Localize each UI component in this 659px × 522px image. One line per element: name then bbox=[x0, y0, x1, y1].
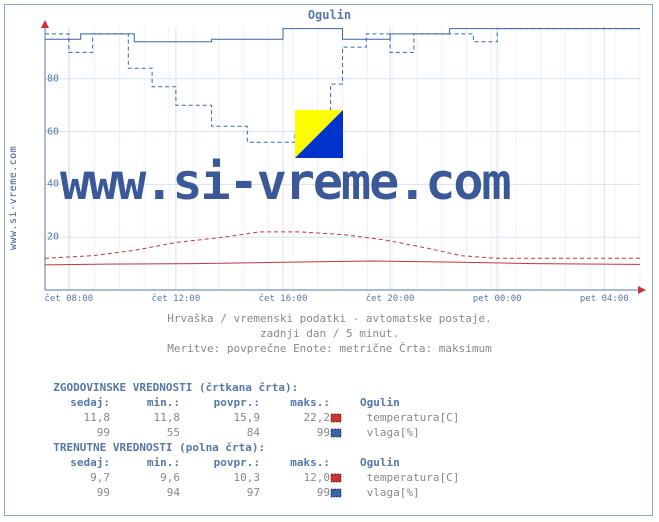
table-cell: temperatura[C] bbox=[360, 470, 490, 485]
table-cell: 97 bbox=[180, 485, 260, 500]
x-tick-label: čet 08:00 bbox=[44, 294, 93, 304]
y-tick-label: 80 bbox=[29, 73, 59, 84]
caption-line-1: Hrvaška / vremenski podatki - avtomatske… bbox=[0, 312, 659, 325]
stats-tables: ZGODOVINSKE VREDNOSTI (črtkana črta):sed… bbox=[40, 380, 490, 500]
table-cell bbox=[330, 455, 360, 470]
table-cell: 99 bbox=[260, 425, 330, 440]
chart-svg bbox=[45, 26, 640, 290]
table-cell: povpr.: bbox=[180, 455, 260, 470]
table-cell: sedaj: bbox=[40, 395, 110, 410]
table-cell: vlaga[%] bbox=[360, 485, 490, 500]
y-tick-label: 40 bbox=[29, 179, 59, 190]
table-cell: 99 bbox=[260, 485, 330, 500]
y-tick-label: 60 bbox=[29, 126, 59, 137]
table-cell: 9,7 bbox=[40, 470, 110, 485]
table-cell: 55 bbox=[110, 425, 180, 440]
y-tick-label: 20 bbox=[29, 232, 59, 243]
table-cell: 22,2 bbox=[260, 410, 330, 425]
table-cell: 10,3 bbox=[180, 470, 260, 485]
table-cell: min.: bbox=[110, 395, 180, 410]
x-tick-label: čet 16:00 bbox=[259, 294, 308, 304]
sidebar-url: www.si-vreme.com bbox=[8, 146, 19, 250]
table-cell: vlaga[%] bbox=[360, 425, 490, 440]
table-cell bbox=[330, 395, 360, 410]
table-cell bbox=[330, 410, 360, 425]
x-tick-label: čet 20:00 bbox=[366, 294, 415, 304]
x-tick-label: pet 00:00 bbox=[473, 294, 522, 304]
table-cell: 84 bbox=[180, 425, 260, 440]
chart-area: www.si-vreme.com bbox=[45, 26, 640, 290]
caption-line-2: zadnji dan / 5 minut. bbox=[0, 327, 659, 340]
table-cell bbox=[330, 425, 360, 440]
table-cell: 99 bbox=[40, 425, 110, 440]
caption-line-3: Meritve: povprečne Enote: metrične Črta:… bbox=[0, 342, 659, 355]
table-cell: Ogulin bbox=[360, 455, 490, 470]
table-cell: maks.: bbox=[260, 455, 330, 470]
table-cell: 11,8 bbox=[110, 410, 180, 425]
table-cell: povpr.: bbox=[180, 395, 260, 410]
table-cell: 15,9 bbox=[180, 410, 260, 425]
x-tick-label: čet 12:00 bbox=[152, 294, 201, 304]
table-cell: sedaj: bbox=[40, 455, 110, 470]
x-tick-label: pet 04:00 bbox=[580, 294, 629, 304]
table-cell: maks.: bbox=[260, 395, 330, 410]
table-cell: 99 bbox=[40, 485, 110, 500]
table-cell: 12,0 bbox=[260, 470, 330, 485]
table-cell: Ogulin bbox=[360, 395, 490, 410]
table-cell: 9,6 bbox=[110, 470, 180, 485]
table-cell bbox=[330, 470, 360, 485]
table-cell: min.: bbox=[110, 455, 180, 470]
chart-title: Ogulin bbox=[0, 8, 659, 22]
table-cell: 94 bbox=[110, 485, 180, 500]
table-cell: temperatura[C] bbox=[360, 410, 490, 425]
table-cell bbox=[330, 485, 360, 500]
table-title: TRENUTNE VREDNOSTI (polna črta): bbox=[40, 440, 490, 455]
table-cell: 11,8 bbox=[40, 410, 110, 425]
table-title: ZGODOVINSKE VREDNOSTI (črtkana črta): bbox=[40, 380, 490, 395]
